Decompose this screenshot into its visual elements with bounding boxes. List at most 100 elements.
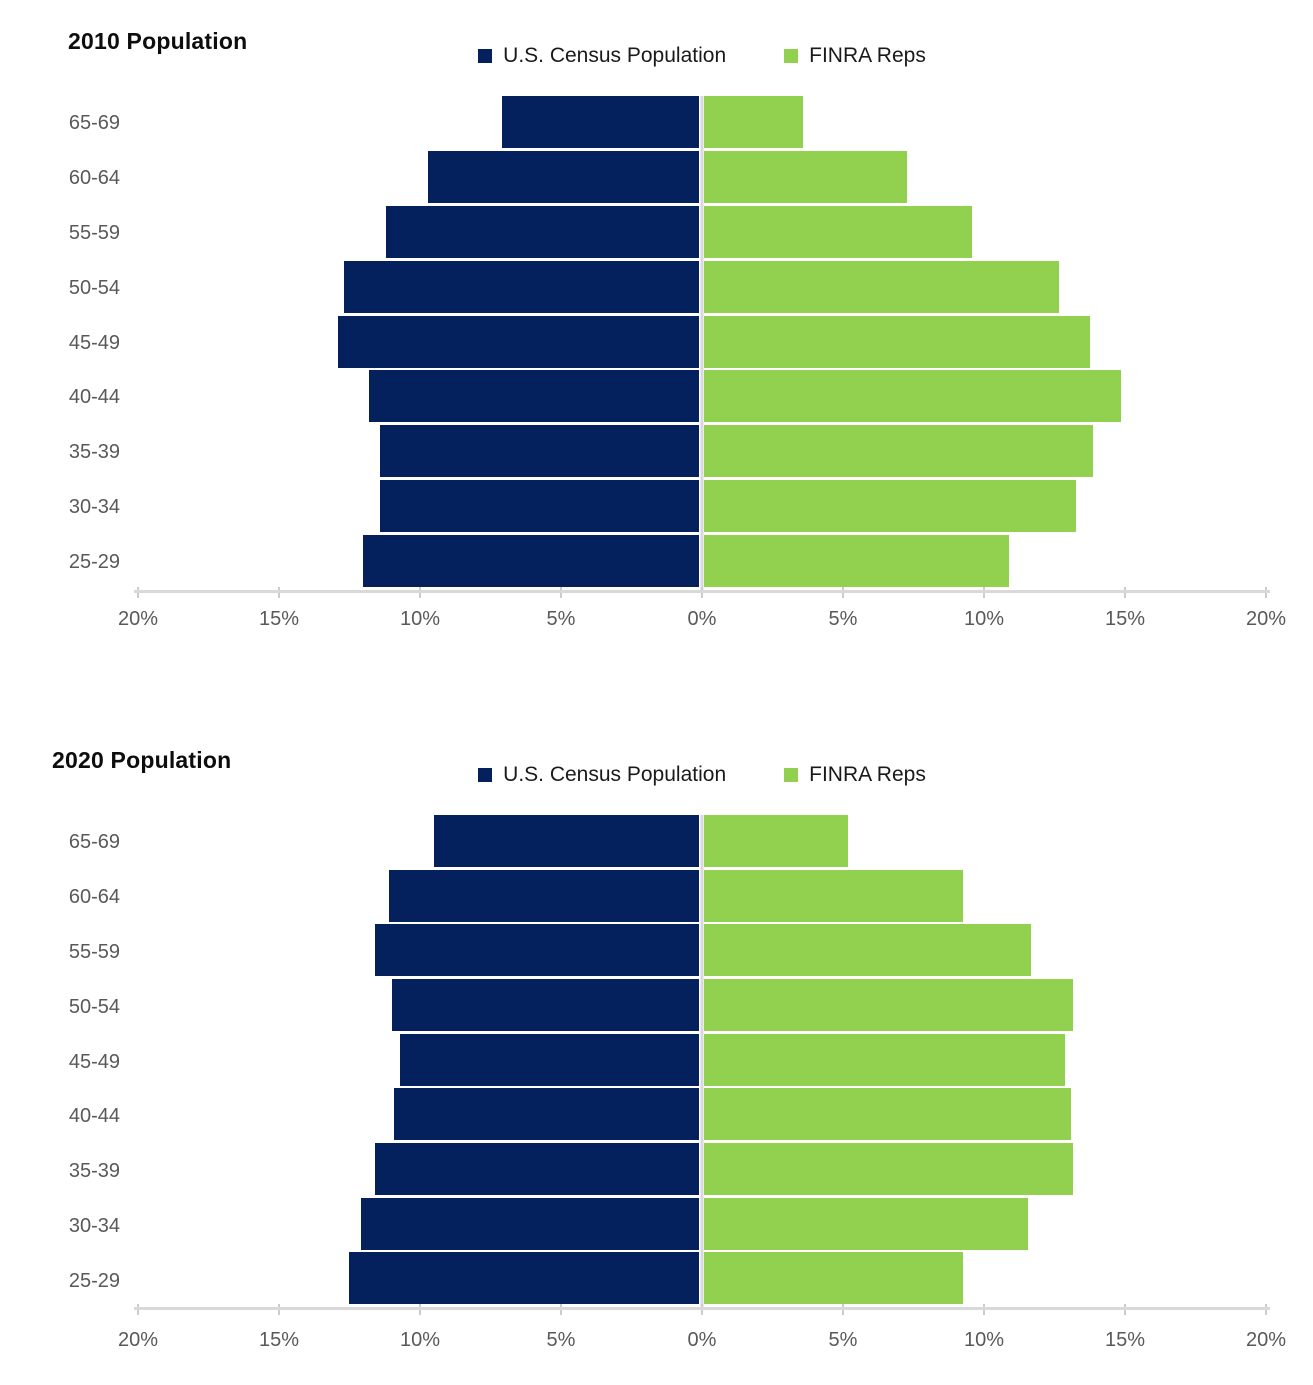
finra-bar — [704, 260, 1060, 313]
bar-row — [138, 869, 1266, 925]
finra-bar — [704, 425, 1094, 478]
x-tick-label: 0% — [687, 1329, 717, 1351]
finra-bar — [704, 815, 848, 867]
census-bar — [380, 425, 699, 478]
bar-row — [138, 815, 1266, 870]
plot-area — [134, 96, 1270, 598]
bar-row — [138, 1088, 1266, 1143]
finra-bar — [704, 1197, 1029, 1250]
finra-bar — [704, 205, 972, 258]
finra-bar — [704, 1143, 1074, 1196]
category-axis: 65-69 60-64 55-59 50-54 45-49 40-44 35-39 30-34… — [0, 815, 122, 1309]
category-label: 35-39 — [68, 441, 120, 464]
x-tick-label: 20% — [1245, 1329, 1287, 1351]
category-label: 60-64 — [68, 885, 120, 908]
bar-row — [138, 425, 1266, 480]
legend-label-finra: FINRA Reps — [809, 44, 926, 67]
x-axis-labels: 20% 15% 10% 5% 0% 5% 10% 15% 20% — [118, 1329, 1286, 1355]
census-bar — [380, 480, 699, 533]
x-tick-label: 15% — [258, 1329, 300, 1351]
census-bar — [349, 1252, 699, 1305]
census-bar — [388, 869, 699, 922]
finra-swatch-icon — [784, 49, 799, 63]
zero-gridline — [700, 96, 704, 590]
x-tick-label: 20% — [117, 1329, 159, 1351]
census-bar — [391, 979, 699, 1032]
category-label: 40-44 — [68, 386, 120, 409]
finra-bar — [704, 96, 803, 148]
finra-bar — [704, 480, 1077, 533]
bar-rows — [138, 815, 1266, 1307]
x-tick-label: 15% — [258, 608, 300, 630]
finra-bar — [704, 1088, 1071, 1141]
census-bar — [338, 315, 699, 368]
category-label: 40-44 — [68, 1105, 120, 1128]
legend-item-census: U.S. Census Population — [478, 44, 726, 68]
x-tick-label: 20% — [1245, 608, 1287, 630]
finra-bar — [704, 535, 1009, 588]
bar-row — [138, 1197, 1266, 1253]
census-bar — [501, 96, 699, 148]
legend-label-census: U.S. Census Population — [503, 44, 727, 67]
census-bar — [360, 1197, 699, 1250]
bar-row — [138, 1143, 1266, 1198]
finra-bar — [704, 1033, 1065, 1086]
bar-row — [138, 315, 1266, 371]
census-bar — [385, 205, 699, 258]
x-axis-labels: 20% 15% 10% 5% 0% 5% 10% 15% 20% — [118, 608, 1286, 634]
x-axis-line — [134, 590, 1270, 593]
x-tick-label: 10% — [399, 608, 441, 630]
category-label: 55-59 — [68, 940, 120, 963]
bar-row — [138, 979, 1266, 1034]
census-bar — [374, 1143, 699, 1196]
census-bar — [428, 150, 699, 203]
category-label: 65-69 — [68, 830, 120, 853]
census-swatch-icon — [478, 768, 493, 782]
bar-row — [138, 150, 1266, 206]
bar-row — [138, 480, 1266, 535]
bar-row — [138, 924, 1266, 979]
x-tick-label: 5% — [828, 1329, 858, 1351]
category-label: 55-59 — [68, 221, 120, 244]
finra-bar — [704, 979, 1074, 1032]
chart-2010-population: 2010 Population U.S. Census Population F… — [0, 0, 1313, 660]
chart-title: 2020 Population — [52, 747, 232, 773]
census-bar — [369, 370, 699, 423]
bar-row — [138, 1252, 1266, 1307]
x-tick-label: 15% — [1104, 1329, 1146, 1351]
census-swatch-icon — [478, 49, 493, 63]
legend: U.S. Census Population FINRA Reps — [138, 44, 1266, 68]
census-bar — [400, 1033, 699, 1086]
finra-swatch-icon — [784, 768, 799, 782]
category-label: 50-54 — [68, 276, 120, 299]
category-label: 30-34 — [68, 1215, 120, 1238]
category-label: 65-69 — [68, 111, 120, 134]
bar-row — [138, 535, 1266, 590]
category-label: 25-29 — [68, 551, 120, 574]
finra-bar — [704, 924, 1032, 977]
legend-item-census: U.S. Census Population — [478, 763, 726, 787]
x-axis-line — [134, 1307, 1270, 1310]
bar-row — [138, 96, 1266, 151]
bar-rows — [138, 96, 1266, 590]
category-label: 30-34 — [68, 496, 120, 519]
bar-row — [138, 260, 1266, 316]
x-tick-label: 10% — [963, 608, 1005, 630]
x-tick-label: 0% — [687, 608, 717, 630]
x-tick-label: 5% — [546, 1329, 576, 1351]
zero-gridline — [700, 815, 704, 1307]
finra-bar — [704, 1252, 964, 1305]
legend-item-finra: FINRA Reps — [784, 44, 926, 68]
bar-row — [138, 1033, 1266, 1089]
finra-bar — [704, 869, 964, 922]
census-bar — [433, 815, 699, 867]
finra-bar — [704, 150, 908, 203]
legend: U.S. Census Population FINRA Reps — [138, 763, 1266, 787]
chart-title: 2010 Population — [68, 28, 248, 54]
category-label: 50-54 — [68, 995, 120, 1018]
census-bar — [374, 924, 699, 977]
category-axis: 65-69 60-64 55-59 50-54 45-49 40-44 35-39 30-34… — [0, 96, 122, 590]
x-tick-label: 10% — [399, 1329, 441, 1351]
x-tick-label: 10% — [963, 1329, 1005, 1351]
